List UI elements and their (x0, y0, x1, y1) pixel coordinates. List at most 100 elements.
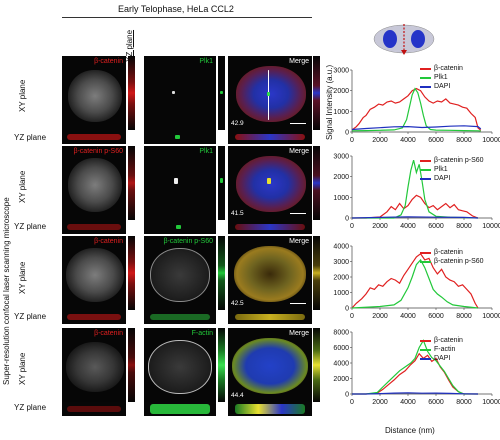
x-tick-label: 0 (350, 137, 354, 144)
x-tick-label: 2000 (372, 399, 388, 406)
legend-item: β-catenin p-S60 (420, 257, 484, 266)
series-line (351, 258, 479, 309)
yz-band (67, 314, 121, 320)
series-line (352, 159, 479, 219)
channel2-label: F-actin (191, 330, 213, 337)
channel2-label: Plk1 (199, 148, 213, 155)
row1-c1-tile: β-catenin (62, 56, 126, 130)
row-value: 41.5 (231, 210, 244, 217)
row4-merge-side (313, 328, 320, 402)
legend-swatch (420, 160, 431, 162)
y-tick-label: 0 (345, 130, 349, 137)
x-tick-label: 8000 (456, 137, 472, 144)
plk1-spot (267, 92, 270, 96)
x-tick-label: 0 (350, 399, 354, 406)
yz-band (234, 404, 306, 414)
legend-swatch (420, 358, 431, 360)
yz-plane-label-1: YZ plane (14, 133, 47, 142)
legend-swatch (420, 178, 431, 180)
legend-label: β-catenin p-S60 (434, 157, 484, 164)
side-spot (220, 178, 223, 183)
legend-label: DAPI (434, 355, 451, 362)
merge-label: Merge (289, 58, 309, 65)
yz-spot (176, 225, 181, 229)
cell-shape (236, 66, 306, 122)
y-tick-label: 0 (345, 392, 349, 399)
channel1-label: β-catenin (94, 238, 123, 245)
channel2-label: Plk1 (199, 58, 213, 65)
y-tick-label: 3000 (333, 259, 349, 266)
yz-band (234, 134, 306, 140)
cell-shape (150, 248, 210, 302)
row-value: 42.9 (231, 120, 244, 127)
yz-plane-label-2: YZ plane (14, 222, 47, 231)
schematic-nucleus-right (411, 30, 425, 48)
series-line (352, 194, 479, 219)
legend-item: DAPI (420, 174, 484, 183)
legend-swatch (420, 261, 431, 263)
title-rule (62, 17, 312, 18)
legend-label: F-actin (434, 346, 456, 353)
cell-schematic (372, 22, 436, 56)
row3-merge-yz (228, 310, 312, 324)
chart-3-svg: 0 1000 2000 3000 4000 0 2000 4000 6000 8000 10000 (333, 244, 500, 321)
yz-band (234, 224, 306, 230)
legend-label: DAPI (434, 175, 451, 182)
x-tick-label: 4000 (400, 137, 416, 144)
row-value: 42.5 (231, 300, 244, 307)
yz-spot (175, 135, 180, 139)
y-tick-label: 1000 (333, 109, 349, 116)
legend-swatch (420, 68, 431, 70)
x-tick-label: 4000 (400, 399, 416, 406)
row1-merge-tile: Merge 42.9 (228, 56, 312, 130)
row3-c2-side (218, 236, 225, 310)
y-tick-label: 0 (345, 216, 349, 223)
series-line (351, 125, 482, 131)
row2-merge-tile: Merge 41.5 (228, 146, 312, 220)
x-tick-label: 8000 (456, 313, 472, 320)
y-tick-label: 1000 (333, 195, 349, 202)
legend-label: DAPI (434, 83, 451, 90)
x-tick-label: 6000 (428, 223, 444, 230)
x-tick-label: 6000 (428, 399, 444, 406)
yz-plane-label-4: YZ plane (14, 403, 47, 412)
merge-label: Merge (289, 148, 309, 155)
x-tick-label: 6000 (428, 313, 444, 320)
row1-c2-tile: Plk1 (144, 56, 216, 130)
row1-merge-yz (228, 130, 312, 144)
cell-shape (234, 246, 306, 302)
row4-c1-side (128, 328, 135, 402)
row2-merge-side (313, 146, 320, 220)
schematic-arrow (401, 50, 407, 55)
chart-2: 0 1000 2000 3000 0 2000 4000 6000 8000 10000 β-cat… (320, 150, 500, 242)
row2-c2-yz (144, 220, 216, 234)
legend-item: DAPI (420, 82, 463, 91)
legend-label: β-catenin (434, 337, 463, 344)
row4-merge-yz (228, 402, 312, 416)
schematic-nucleus-left (383, 30, 397, 48)
chart-4: 0 2000 4000 6000 8000 0 2000 4000 6000 8000 10000 β… (320, 326, 500, 418)
row-value: 44.4 (231, 392, 244, 399)
x-axis-title: Distance (nm) (385, 426, 435, 435)
y-tick-label: 6000 (333, 345, 349, 352)
row4-c1-yz (62, 402, 126, 416)
legend-swatch (420, 86, 431, 88)
row4-c2-yz (144, 402, 216, 416)
legend-label: β-catenin (434, 249, 463, 256)
chart-3-legend: β-catenin β-catenin p-S60 (420, 248, 484, 266)
chart-4-legend: β-catenin F-actin DAPI (420, 336, 463, 363)
xy-plane-label-1: XY plane (18, 79, 27, 112)
yz-band (67, 406, 121, 412)
cell-shape (66, 342, 124, 392)
legend-item: β-catenin p-S60 (420, 156, 484, 165)
y-tick-label: 8000 (333, 330, 349, 337)
channel1-label: β-catenin (94, 58, 123, 65)
x-tick-label: 0 (350, 313, 354, 320)
series-line (351, 87, 482, 131)
xy-plane-label-4: XY plane (18, 352, 27, 385)
row1-c1-side (128, 56, 135, 130)
scale-bar (290, 302, 306, 304)
legend-item: β-catenin (420, 64, 463, 73)
x-tick-label: 2000 (372, 313, 388, 320)
y-tick-label: 2000 (333, 174, 349, 181)
